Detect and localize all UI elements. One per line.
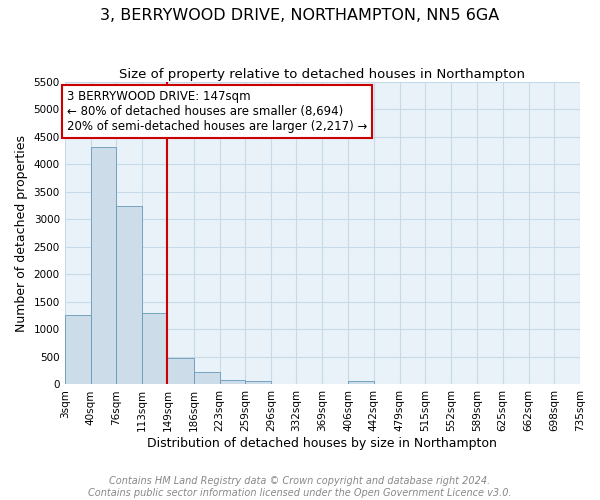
Bar [116,206,142,384]
Bar [245,381,271,384]
Bar [65,314,91,384]
Y-axis label: Number of detached properties: Number of detached properties [15,134,28,332]
Bar [349,381,374,384]
Bar [142,313,167,384]
Title: Size of property relative to detached houses in Northampton: Size of property relative to detached ho… [119,68,526,80]
Bar [91,146,116,384]
Bar [167,358,194,384]
X-axis label: Distribution of detached houses by size in Northampton: Distribution of detached houses by size … [148,437,497,450]
Text: 3 BERRYWOOD DRIVE: 147sqm
← 80% of detached houses are smaller (8,694)
20% of se: 3 BERRYWOOD DRIVE: 147sqm ← 80% of detac… [67,90,367,133]
Text: 3, BERRYWOOD DRIVE, NORTHAMPTON, NN5 6GA: 3, BERRYWOOD DRIVE, NORTHAMPTON, NN5 6GA [100,8,500,22]
Bar [220,380,245,384]
Text: Contains HM Land Registry data © Crown copyright and database right 2024.
Contai: Contains HM Land Registry data © Crown c… [88,476,512,498]
Bar [193,372,220,384]
